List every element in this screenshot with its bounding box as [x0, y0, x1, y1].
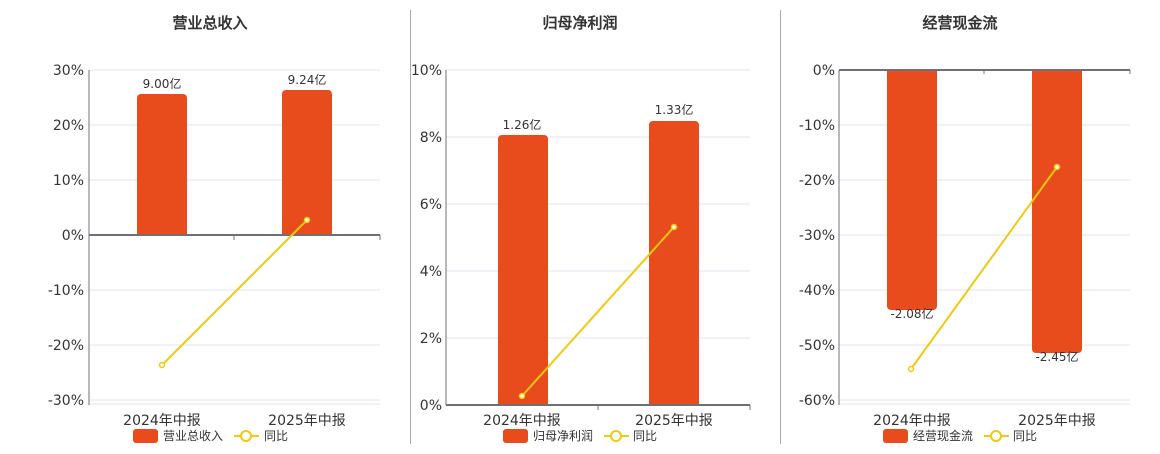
svg-text:0%: 0%: [813, 63, 835, 79]
legend[interactable]: 经营现金流 同比: [883, 428, 1037, 443]
x-label: 2024年中报: [483, 413, 561, 429]
svg-text:-40%: -40%: [799, 283, 835, 299]
chart-panel-operating-cash-flow: 经营现金流 0% -10% -20% -30% -40% -50% -60% -…: [781, 0, 1160, 450]
legend[interactable]: 归母净利润 同比: [503, 429, 657, 443]
grid-lines: [446, 69, 750, 339]
bar-2025[interactable]: [1032, 70, 1082, 353]
svg-text:0%: 0%: [62, 228, 84, 244]
svg-text:同比: 同比: [1013, 429, 1037, 443]
svg-text:8%: 8%: [420, 130, 442, 146]
yoy-point[interactable]: [1053, 163, 1061, 171]
bar-2025[interactable]: [649, 121, 699, 405]
yoy-line: [161, 219, 308, 366]
legend-bar-swatch: [503, 429, 528, 443]
legend-bar-swatch: [883, 429, 908, 443]
yoy-line: [521, 226, 675, 397]
svg-text:-20%: -20%: [799, 173, 835, 189]
yoy-point[interactable]: [518, 392, 526, 400]
svg-text:-20%: -20%: [48, 338, 84, 354]
svg-text:20%: 20%: [53, 118, 84, 134]
x-label: 2024年中报: [873, 413, 951, 429]
yoy-point[interactable]: [303, 216, 311, 224]
bar-label: -2.45亿: [1035, 349, 1078, 364]
svg-text:0%: 0%: [420, 398, 442, 414]
chart-net-profit: 归母净利润 10% 8% 6% 4% 2% 0% 1.26亿 1.33亿 202…: [411, 14, 751, 443]
chart-panel-net-profit: 归母净利润 10% 8% 6% 4% 2% 0% 1.26亿 1.33亿 202…: [411, 0, 780, 450]
bar-label: -2.08亿: [890, 306, 933, 321]
y-axis-labels: 0% -10% -20% -30% -40% -50% -60%: [799, 63, 835, 409]
svg-text:10%: 10%: [411, 63, 442, 79]
bar-label: 9.24亿: [288, 72, 327, 87]
x-label: 2025年中报: [1018, 413, 1096, 429]
bar-2025[interactable]: [282, 90, 332, 235]
chart-title: 营业总收入: [172, 14, 247, 32]
y-axis-labels: 30% 20% 10% 0% -10% -20% -30%: [48, 63, 84, 409]
chart-title: 归母净利润: [542, 14, 617, 32]
bar-label: 1.33亿: [655, 102, 694, 117]
chart-panel-revenue: 营业总收入 30% 20% 10% 0% -10% -20% -30% 9.00…: [0, 0, 410, 450]
chart-title: 经营现金流: [922, 14, 997, 32]
chart-operating-cash-flow: 经营现金流 0% -10% -20% -30% -40% -50% -60% -…: [799, 14, 1131, 443]
svg-text:经营现金流: 经营现金流: [913, 428, 973, 443]
bar-2024[interactable]: [137, 94, 187, 235]
svg-text:同比: 同比: [633, 429, 657, 443]
grid-lines: [839, 124, 1130, 405]
panel-divider-1: [410, 10, 411, 444]
legend[interactable]: 营业总收入 同比: [133, 429, 288, 443]
svg-text:-30%: -30%: [799, 228, 835, 244]
legend-bar-swatch: [133, 429, 158, 443]
bar-2024[interactable]: [498, 135, 548, 405]
svg-text:-60%: -60%: [799, 393, 835, 409]
svg-text:10%: 10%: [53, 173, 84, 189]
x-label: 2025年中报: [635, 413, 713, 429]
svg-text:2%: 2%: [420, 331, 442, 347]
bar-label: 9.00亿: [143, 76, 182, 91]
y-axis-labels: 10% 8% 6% 4% 2% 0%: [411, 63, 442, 414]
x-label: 2024年中报: [123, 413, 201, 429]
svg-text:30%: 30%: [53, 63, 84, 79]
svg-text:-10%: -10%: [48, 283, 84, 299]
x-label: 2025年中报: [268, 413, 346, 429]
svg-text:-30%: -30%: [48, 393, 84, 409]
svg-text:-50%: -50%: [799, 338, 835, 354]
svg-text:4%: 4%: [420, 264, 442, 280]
yoy-point[interactable]: [670, 223, 678, 231]
yoy-point[interactable]: [158, 361, 166, 369]
yoy-line: [910, 166, 1058, 370]
svg-text:归母净利润: 归母净利润: [533, 429, 593, 443]
panel-divider-2: [780, 10, 781, 444]
yoy-point[interactable]: [907, 365, 915, 373]
svg-text:营业总收入: 营业总收入: [163, 429, 223, 443]
svg-text:-10%: -10%: [799, 118, 835, 134]
bar-2024[interactable]: [887, 70, 937, 310]
chart-revenue: 营业总收入 30% 20% 10% 0% -10% -20% -30% 9.00…: [48, 14, 381, 443]
svg-text:同比: 同比: [264, 429, 288, 443]
svg-text:6%: 6%: [420, 197, 442, 213]
bar-label: 1.26亿: [503, 117, 542, 132]
